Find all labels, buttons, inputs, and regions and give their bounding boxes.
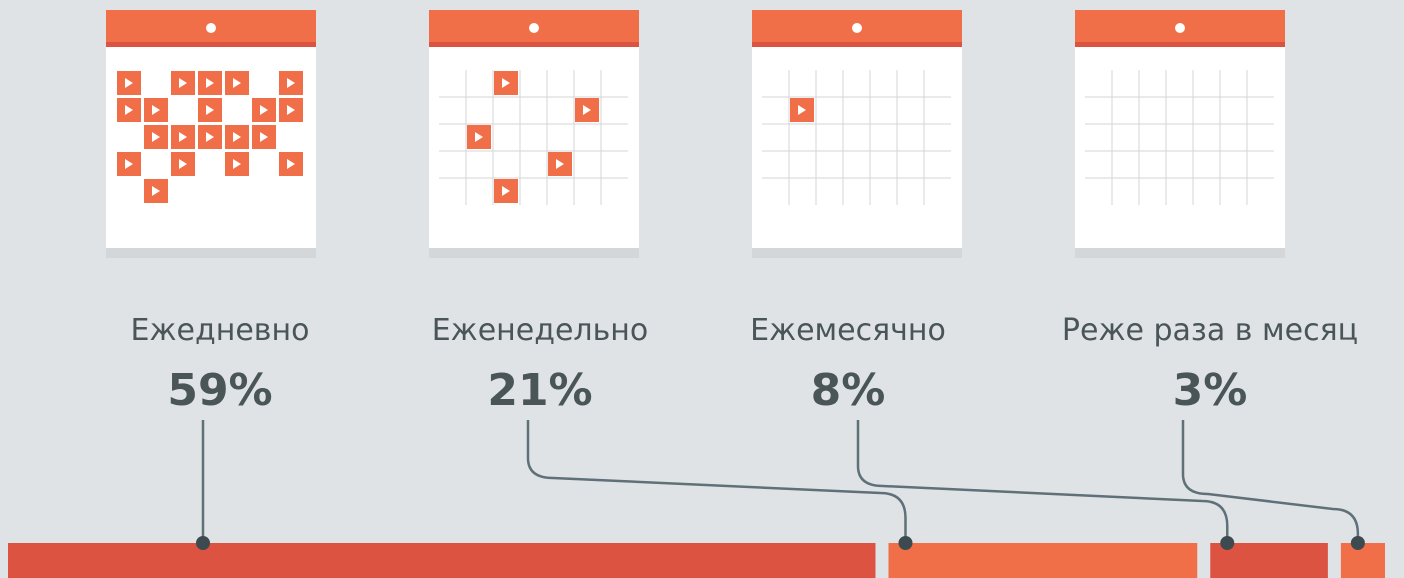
bar-segment bbox=[8, 543, 876, 578]
play-icon bbox=[206, 105, 214, 115]
calendar-page bbox=[429, 40, 639, 248]
category-label: Еженедельно bbox=[432, 313, 649, 348]
play-icon bbox=[260, 105, 268, 115]
bar-segment bbox=[888, 543, 1198, 578]
play-icon bbox=[233, 132, 241, 142]
play-icon bbox=[152, 132, 160, 142]
calendar-header-edge bbox=[1075, 42, 1285, 47]
play-icon bbox=[583, 105, 591, 115]
connector bbox=[526, 420, 907, 543]
play-icon bbox=[206, 78, 214, 88]
category-label: Ежедневно bbox=[131, 313, 310, 348]
calendar-page bbox=[752, 40, 962, 248]
play-icon bbox=[152, 186, 160, 196]
value-label: 3% bbox=[1173, 365, 1248, 416]
play-icon bbox=[206, 132, 214, 142]
calendar-ring bbox=[529, 23, 539, 33]
play-icon bbox=[798, 105, 806, 115]
play-icon bbox=[125, 159, 133, 169]
bar-segment bbox=[1340, 543, 1385, 578]
play-icon bbox=[233, 159, 241, 169]
calendar-header-edge bbox=[752, 42, 962, 47]
play-icon bbox=[152, 105, 160, 115]
connector-dot bbox=[1220, 536, 1235, 550]
category-label: Реже раза в месяц bbox=[1062, 313, 1358, 348]
calendar-shadow bbox=[752, 248, 962, 258]
calendar-ring bbox=[852, 23, 862, 33]
calendar-page bbox=[1075, 40, 1285, 248]
category-label: Ежемесячно bbox=[750, 313, 946, 348]
play-icon bbox=[260, 132, 268, 142]
connector-dot bbox=[196, 536, 210, 550]
value-label: 21% bbox=[487, 365, 592, 416]
play-icon bbox=[179, 78, 187, 88]
play-icon bbox=[502, 186, 510, 196]
play-icon bbox=[233, 78, 241, 88]
play-icon bbox=[125, 78, 133, 88]
calendar-header-edge bbox=[106, 42, 316, 47]
calendar-ring bbox=[1175, 23, 1185, 33]
play-icon bbox=[287, 78, 295, 88]
connector bbox=[856, 420, 1229, 543]
calendar-header-edge bbox=[429, 42, 639, 47]
calendar-shadow bbox=[1075, 248, 1285, 258]
connector-dot bbox=[1350, 536, 1365, 550]
play-icon bbox=[179, 159, 187, 169]
value-label: 8% bbox=[811, 365, 886, 416]
play-icon bbox=[475, 132, 483, 142]
value-label: 59% bbox=[167, 365, 272, 416]
calendar-shadow bbox=[106, 248, 316, 258]
play-icon bbox=[556, 159, 564, 169]
play-icon bbox=[179, 132, 187, 142]
play-icon bbox=[125, 105, 133, 115]
connector-dot bbox=[898, 536, 913, 550]
play-icon bbox=[287, 159, 295, 169]
connector bbox=[1181, 420, 1360, 543]
play-icon bbox=[502, 78, 510, 88]
calendar-ring bbox=[206, 23, 216, 33]
play-icon bbox=[287, 105, 295, 115]
calendar-shadow bbox=[429, 248, 639, 258]
